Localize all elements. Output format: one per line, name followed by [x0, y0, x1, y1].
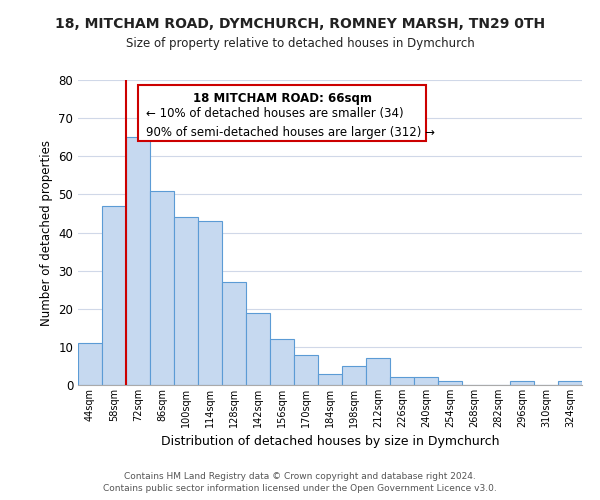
Bar: [198, 221, 222, 385]
Text: 90% of semi-detached houses are larger (312) →: 90% of semi-detached houses are larger (…: [146, 126, 435, 138]
Bar: [222, 282, 246, 385]
Text: 18 MITCHAM ROAD: 66sqm: 18 MITCHAM ROAD: 66sqm: [193, 92, 371, 105]
Text: Contains HM Land Registry data © Crown copyright and database right 2024.: Contains HM Land Registry data © Crown c…: [124, 472, 476, 481]
Bar: [78, 343, 102, 385]
Bar: [414, 378, 438, 385]
Bar: [270, 339, 294, 385]
Bar: [126, 137, 150, 385]
Bar: [294, 354, 318, 385]
Bar: [102, 206, 126, 385]
Text: ← 10% of detached houses are smaller (34): ← 10% of detached houses are smaller (34…: [146, 108, 404, 120]
Bar: [366, 358, 390, 385]
Bar: [438, 381, 462, 385]
Bar: [342, 366, 366, 385]
Bar: [390, 378, 414, 385]
Text: Contains public sector information licensed under the Open Government Licence v3: Contains public sector information licen…: [103, 484, 497, 493]
FancyBboxPatch shape: [139, 84, 426, 141]
X-axis label: Distribution of detached houses by size in Dymchurch: Distribution of detached houses by size …: [161, 436, 499, 448]
Bar: [558, 381, 582, 385]
Y-axis label: Number of detached properties: Number of detached properties: [40, 140, 53, 326]
Text: 18, MITCHAM ROAD, DYMCHURCH, ROMNEY MARSH, TN29 0TH: 18, MITCHAM ROAD, DYMCHURCH, ROMNEY MARS…: [55, 18, 545, 32]
Bar: [318, 374, 342, 385]
Bar: [246, 312, 270, 385]
Bar: [174, 217, 198, 385]
Bar: [150, 190, 174, 385]
Bar: [510, 381, 534, 385]
Text: Size of property relative to detached houses in Dymchurch: Size of property relative to detached ho…: [125, 38, 475, 51]
